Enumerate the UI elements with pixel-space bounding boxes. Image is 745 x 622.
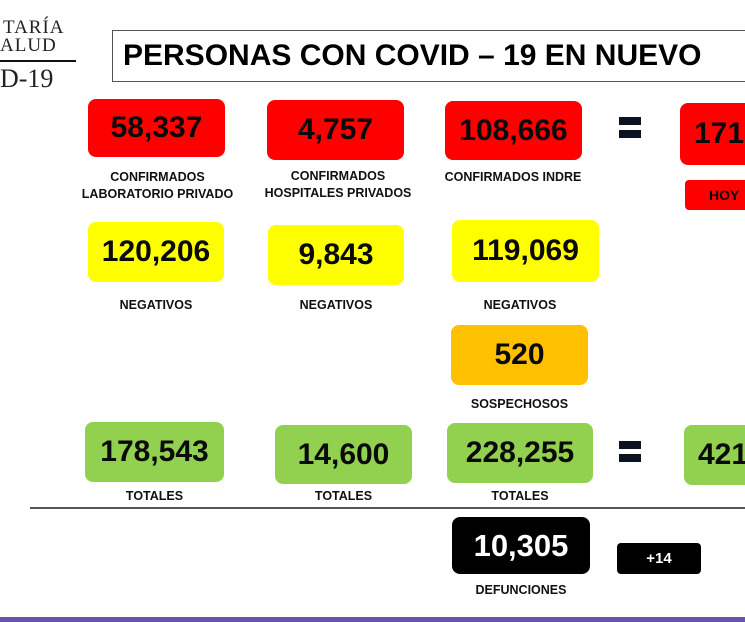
label-line-1: CONFIRMADOS <box>110 170 205 184</box>
negatives-indre-value: 119,069 <box>452 220 599 282</box>
title-box: PERSONAS CON COVID – 19 EN NUEVO <box>112 30 745 82</box>
totals-private-lab-value: 178,543 <box>85 422 224 482</box>
negatives-indre-label: NEGATIVOS <box>483 298 557 312</box>
confirmed-indre-value: 108,666 <box>445 101 582 160</box>
equals-icon <box>619 441 641 467</box>
label-line-1: CONFIRMADOS <box>290 169 386 183</box>
confirmed-private-lab-value: 58,337 <box>88 99 225 157</box>
totals-overall-value: 421 <box>684 425 745 485</box>
section-divider <box>30 507 745 509</box>
negatives-private-lab-value: 120,206 <box>88 222 224 282</box>
negatives-private-lab-label: NEGATIVOS <box>119 298 193 312</box>
confirmed-total-value: 171 <box>680 103 745 165</box>
confirmed-private-hospitals-label: CONFIRMADOS HOSPITALES PRIVADOS <box>252 168 424 202</box>
equals-icon <box>619 117 641 143</box>
negatives-private-hospitals-value: 9,843 <box>268 225 404 285</box>
confirmed-indre-label: CONFIRMADOS INDRE <box>444 170 582 184</box>
label-line-2: LABORATORIO PRIVADO <box>81 187 234 201</box>
logo-line-3: D-19 <box>0 64 54 93</box>
label-line-2: HOSPITALES PRIVADOS <box>264 186 412 200</box>
suspected-value: 520 <box>451 325 588 385</box>
deaths-label: DEFUNCIONES <box>475 583 567 597</box>
deaths-delta-badge: +14 <box>617 543 701 574</box>
logo-line-2: ALUD <box>0 35 57 56</box>
logo-divider <box>0 60 76 62</box>
negatives-private-hospitals-label: NEGATIVOS <box>299 298 373 312</box>
totals-indre-label: TOTALES <box>491 489 549 503</box>
suspected-label: SOSPECHOSOS <box>470 397 569 411</box>
totals-indre-value: 228,255 <box>447 423 593 483</box>
footer-bar <box>0 617 745 622</box>
confirmed-private-lab-label: CONFIRMADOS LABORATORIO PRIVADO <box>55 169 260 203</box>
totals-private-hospitals-value: 14,600 <box>275 425 412 484</box>
totals-private-hospitals-label: TOTALES <box>314 489 373 503</box>
deaths-value: 10,305 <box>452 517 590 574</box>
today-badge: HOY <box>685 180 745 210</box>
logo-line-1: TARÍA <box>3 17 65 38</box>
confirmed-private-hospitals-value: 4,757 <box>267 100 404 160</box>
totals-private-lab-label: TOTALES <box>125 489 184 503</box>
page-title: PERSONAS CON COVID – 19 EN NUEVO <box>123 39 702 72</box>
